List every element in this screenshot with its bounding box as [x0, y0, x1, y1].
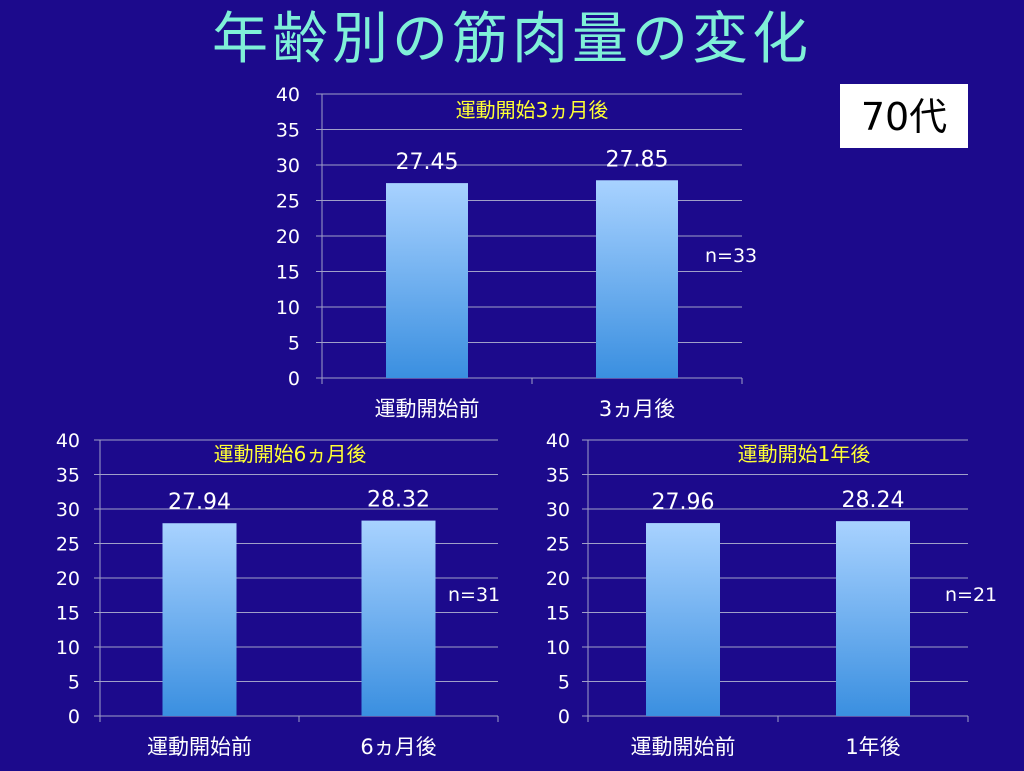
- sample-size-label: n=31: [448, 584, 500, 606]
- category-label: 1年後: [845, 735, 900, 759]
- y-tick-label: 0: [558, 706, 570, 728]
- sample-size-label: n=21: [945, 584, 997, 606]
- bar: [836, 521, 910, 716]
- age-group-badge: 70代: [840, 84, 968, 148]
- y-tick-label: 5: [68, 672, 80, 694]
- bar: [596, 180, 678, 378]
- category-label: 運動開始前: [375, 397, 480, 421]
- y-tick-label: 40: [276, 84, 300, 106]
- bar: [162, 523, 237, 716]
- y-tick-label: 5: [288, 333, 300, 355]
- page-title: 年齢別の筋肉量の変化: [212, 7, 812, 72]
- y-tick-label: 35: [546, 465, 570, 487]
- y-tick-label: 30: [546, 499, 570, 521]
- bar: [386, 183, 468, 378]
- bar: [361, 520, 436, 716]
- data-label: 27.94: [168, 490, 231, 515]
- y-tick-label: 20: [546, 568, 570, 590]
- y-tick-label: 35: [276, 120, 300, 142]
- data-label: 27.45: [396, 150, 459, 175]
- y-tick-label: 35: [56, 465, 80, 487]
- y-tick-label: 5: [558, 672, 570, 694]
- category-label: 運動開始前: [631, 735, 736, 759]
- y-tick-label: 20: [276, 226, 300, 248]
- data-label: 28.32: [367, 488, 430, 513]
- chart-subtitle: 運動開始3ヵ月後: [456, 98, 609, 122]
- data-label: 27.96: [652, 490, 715, 515]
- chart-subtitle: 運動開始1年後: [738, 442, 871, 466]
- data-label: 27.85: [606, 147, 669, 172]
- y-tick-label: 25: [546, 534, 570, 556]
- y-tick-label: 10: [276, 297, 300, 319]
- y-tick-label: 40: [56, 430, 80, 452]
- y-tick-label: 20: [56, 568, 80, 590]
- y-tick-label: 0: [68, 706, 80, 728]
- bar: [646, 523, 720, 716]
- category-label: 6ヵ月後: [360, 735, 436, 759]
- y-tick-label: 10: [546, 637, 570, 659]
- category-label: 3ヵ月後: [599, 397, 675, 421]
- y-tick-label: 15: [546, 603, 570, 625]
- y-tick-label: 30: [56, 499, 80, 521]
- y-tick-label: 25: [56, 534, 80, 556]
- y-tick-label: 15: [276, 262, 300, 284]
- y-tick-label: 30: [276, 155, 300, 177]
- category-label: 運動開始前: [147, 735, 252, 759]
- y-tick-label: 10: [56, 637, 80, 659]
- chart-subtitle: 運動開始6ヵ月後: [214, 442, 367, 466]
- sample-size-label: n=33: [705, 245, 757, 267]
- y-tick-label: 0: [288, 368, 300, 390]
- y-tick-label: 40: [546, 430, 570, 452]
- y-tick-label: 15: [56, 603, 80, 625]
- y-tick-label: 25: [276, 191, 300, 213]
- data-label: 28.24: [842, 488, 905, 513]
